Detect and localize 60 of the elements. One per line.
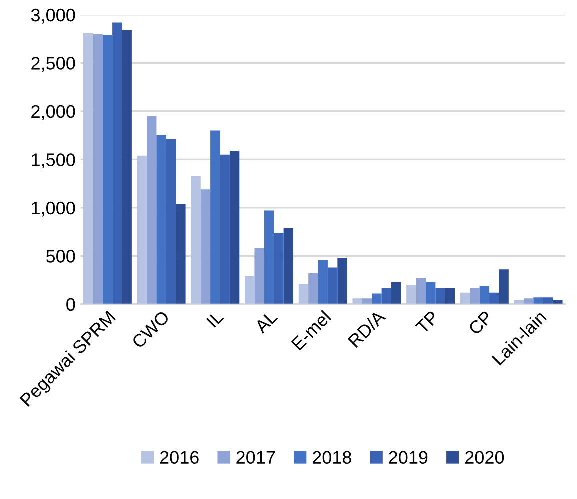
- bar: [147, 116, 157, 304]
- bar: [406, 285, 416, 304]
- bar: [176, 204, 186, 304]
- bar: [352, 298, 362, 304]
- x-tick-label: TP: [415, 310, 440, 335]
- bar: [200, 190, 211, 304]
- bar: [499, 270, 509, 304]
- y-tick-label: 0: [66, 298, 76, 312]
- legend-label: 2016: [160, 451, 199, 464]
- bar: [210, 130, 220, 304]
- y-tick-label: 1,000: [32, 202, 76, 217]
- x-tick-label: AL: [254, 310, 278, 334]
- bar: [102, 35, 113, 304]
- y-tick-label: 2,500: [32, 57, 76, 72]
- bar: [245, 276, 255, 304]
- bar: [318, 260, 328, 304]
- bar: [166, 139, 176, 304]
- legend-label: 2019: [389, 451, 428, 464]
- y-tick-label: 1,500: [32, 154, 76, 169]
- bar: [83, 33, 94, 304]
- bar: [524, 298, 534, 304]
- bar: [93, 34, 103, 304]
- bar: [156, 136, 166, 304]
- bar: [298, 284, 309, 304]
- bar: [122, 30, 132, 304]
- bar: [460, 292, 470, 304]
- bar: [416, 278, 426, 304]
- legend-label: 2017: [236, 451, 276, 464]
- legend-label: 2020: [466, 451, 504, 464]
- bar: [137, 156, 148, 304]
- bar: [372, 294, 382, 304]
- bar: [553, 300, 563, 304]
- bar: [470, 288, 480, 304]
- bar: [490, 292, 500, 304]
- bar: [308, 274, 318, 304]
- bar: [382, 288, 392, 304]
- bar: [338, 258, 348, 304]
- bar: [274, 233, 284, 304]
- x-tick-label: CP: [468, 310, 494, 336]
- bar: [328, 268, 338, 304]
- y-tick-label: 2,000: [32, 105, 76, 120]
- bar: [480, 286, 490, 304]
- bar: [534, 298, 544, 304]
- legend-label: 2018: [312, 451, 352, 464]
- bar: [426, 282, 436, 304]
- bar: [230, 150, 240, 304]
- bar: [264, 210, 274, 304]
- bar: [392, 282, 402, 304]
- bar: [254, 248, 264, 304]
- bar: [112, 22, 122, 304]
- y-tick-label: 3,000: [31, 8, 76, 24]
- y-tick-label: 500: [46, 250, 76, 263]
- x-tick-label: IL: [206, 310, 224, 328]
- bar: [284, 228, 294, 304]
- bar: [436, 288, 446, 304]
- bar: [191, 176, 201, 304]
- bar: [543, 298, 554, 304]
- bar: [445, 288, 456, 304]
- bar: [362, 298, 372, 304]
- bar: [220, 154, 230, 304]
